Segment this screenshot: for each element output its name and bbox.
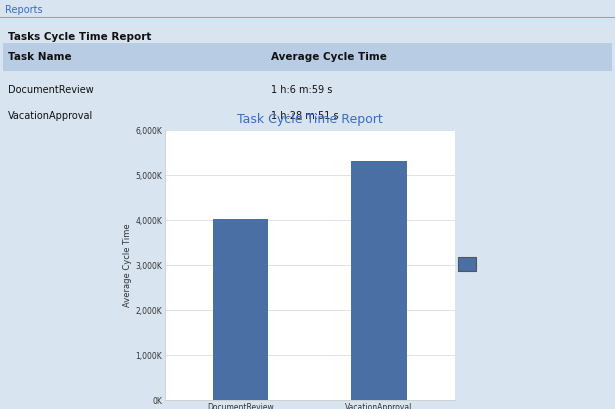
Bar: [351, 161, 407, 400]
Text: VacationApproval: VacationApproval: [8, 110, 93, 121]
Y-axis label: Average Cycle Time: Average Cycle Time: [124, 223, 132, 307]
Title: Task Cycle Time Report: Task Cycle Time Report: [237, 113, 383, 126]
Bar: [3, 43, 612, 72]
Text: Tasks Cycle Time Report: Tasks Cycle Time Report: [8, 31, 151, 42]
Text: 1 h:28 m:51 s: 1 h:28 m:51 s: [271, 110, 339, 121]
Bar: [458, 257, 476, 271]
Text: 1 h:6 m:59 s: 1 h:6 m:59 s: [271, 85, 332, 95]
Bar: [213, 219, 269, 400]
Text: Reports: Reports: [5, 5, 42, 15]
Text: Average Cycle Time: Average Cycle Time: [271, 52, 387, 62]
Text: DocumentReview: DocumentReview: [8, 85, 93, 95]
Text: Task Name: Task Name: [8, 52, 71, 62]
